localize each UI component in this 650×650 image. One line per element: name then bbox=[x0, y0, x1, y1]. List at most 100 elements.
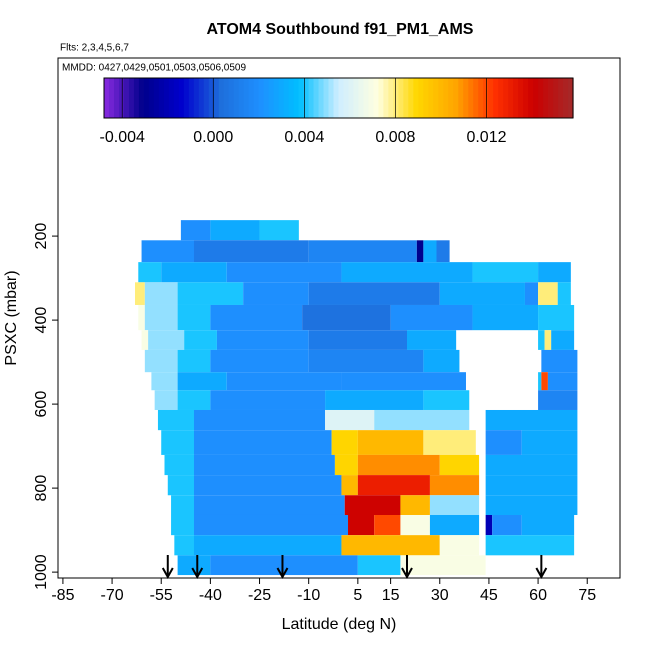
colorbar-swatch bbox=[503, 78, 509, 118]
colorbar-swatch bbox=[368, 78, 375, 118]
heat-cell bbox=[141, 330, 149, 350]
colorbar-swatch bbox=[518, 78, 524, 118]
heat-cell bbox=[243, 282, 309, 305]
heat-cell bbox=[423, 430, 476, 455]
colorbar-swatch bbox=[403, 78, 409, 118]
colorbar-swatch bbox=[308, 78, 315, 118]
heat-cell bbox=[423, 390, 470, 410]
colorbar-swatch bbox=[178, 78, 185, 118]
subtitle: Flts: 2,3,4,5,6,7 bbox=[60, 43, 129, 54]
heat-cell bbox=[538, 372, 542, 391]
heat-cell bbox=[151, 372, 178, 391]
heat-cell bbox=[538, 304, 575, 331]
colorbar-swatch bbox=[258, 78, 265, 118]
arrow-head bbox=[535, 567, 548, 580]
x-tick-label: -85 bbox=[51, 587, 74, 604]
x-tick-label: 30 bbox=[431, 587, 449, 604]
heat-cell bbox=[138, 262, 162, 283]
colorbar-swatch bbox=[413, 78, 419, 118]
colorbar-swatch bbox=[268, 78, 275, 118]
heat-cell bbox=[400, 555, 486, 576]
heat-cell bbox=[177, 390, 211, 410]
x-axis-label: Latitude (deg N) bbox=[282, 616, 397, 633]
colorbar-swatch bbox=[293, 78, 300, 118]
colorbar-swatch bbox=[373, 78, 380, 118]
x-tick-label: -40 bbox=[199, 587, 222, 604]
colorbar-swatch bbox=[223, 78, 230, 118]
heat-cell bbox=[164, 454, 194, 476]
colorbar-swatch bbox=[528, 78, 534, 118]
colorbar-swatch bbox=[453, 78, 459, 118]
colorbar-swatch bbox=[153, 78, 160, 118]
heat-cell bbox=[390, 304, 473, 331]
arrow-head bbox=[191, 567, 204, 580]
colorbar-swatch bbox=[483, 78, 489, 118]
heat-cell bbox=[210, 220, 260, 241]
heat-cell bbox=[423, 240, 437, 263]
heat-cell bbox=[171, 495, 194, 515]
heat-cell bbox=[177, 304, 211, 331]
heat-cell bbox=[334, 454, 358, 476]
heat-cell bbox=[193, 495, 345, 515]
colorbar-swatch bbox=[343, 78, 350, 118]
heat-cell bbox=[485, 495, 578, 515]
arrow-head bbox=[161, 567, 174, 580]
x-tick-label: 45 bbox=[480, 587, 498, 604]
heat-cell bbox=[406, 330, 457, 350]
colorbar-swatch bbox=[128, 78, 135, 118]
colorbar-tick-label: 0.004 bbox=[284, 129, 324, 146]
colorbar-swatch bbox=[563, 78, 569, 118]
heat-cell bbox=[226, 262, 342, 283]
colorbar-swatch bbox=[163, 78, 170, 118]
heat-cell bbox=[547, 372, 578, 391]
colorbar-swatch bbox=[193, 78, 200, 118]
colorbar-swatch bbox=[148, 78, 155, 118]
heat-cell bbox=[538, 262, 571, 283]
heat-cell bbox=[210, 304, 303, 331]
colorbar-swatch bbox=[278, 78, 285, 118]
heat-cell bbox=[193, 454, 335, 476]
heat-cell bbox=[167, 475, 194, 496]
heat-cell bbox=[308, 282, 440, 305]
chart-title: ATOM4 Southbound f91_PM1_AMS bbox=[207, 21, 474, 38]
colorbar-swatch bbox=[473, 78, 479, 118]
colorbar-swatch bbox=[273, 78, 280, 118]
heat-cell bbox=[210, 390, 326, 410]
x-tick-label: -55 bbox=[150, 587, 173, 604]
heat-cell bbox=[184, 330, 217, 350]
heat-cell bbox=[193, 475, 342, 496]
x-tick-label: 75 bbox=[578, 587, 596, 604]
colorbar-swatch bbox=[283, 78, 290, 118]
heat-cell bbox=[216, 330, 309, 350]
colorbar-tick-label: 0.012 bbox=[466, 129, 506, 146]
colorbar-swatch bbox=[398, 78, 404, 118]
heat-cell bbox=[423, 349, 460, 373]
heat-cell bbox=[193, 535, 342, 556]
colorbar-swatch bbox=[363, 78, 370, 118]
heat-cell bbox=[400, 514, 430, 536]
colorbar-swatch bbox=[238, 78, 245, 118]
x-tick-label: -10 bbox=[297, 587, 320, 604]
heat-cell bbox=[429, 514, 480, 536]
colorbar-swatch bbox=[383, 78, 389, 118]
heat-cell bbox=[524, 282, 539, 305]
heat-cell bbox=[144, 282, 178, 305]
plot-frame bbox=[57, 57, 621, 579]
colorbar-swatch bbox=[338, 78, 345, 118]
heat-cell bbox=[308, 240, 417, 263]
heat-cell bbox=[341, 372, 466, 391]
heat-cell bbox=[485, 409, 578, 431]
heat-cell bbox=[344, 495, 401, 515]
colorbar-swatch bbox=[158, 78, 165, 118]
y-tick-label: 200 bbox=[33, 223, 50, 250]
colorbar-swatch bbox=[233, 78, 240, 118]
heat-cell bbox=[171, 514, 194, 536]
colorbar-swatch bbox=[188, 78, 195, 118]
colorbar-swatch bbox=[198, 78, 205, 118]
heat-cell bbox=[308, 349, 424, 373]
heat-cell bbox=[177, 372, 227, 391]
colorbar-tick-label: -0.004 bbox=[100, 129, 145, 146]
colorbar-swatch bbox=[508, 78, 514, 118]
colorbar-swatch bbox=[393, 78, 399, 118]
colorbar-swatch bbox=[438, 78, 444, 118]
